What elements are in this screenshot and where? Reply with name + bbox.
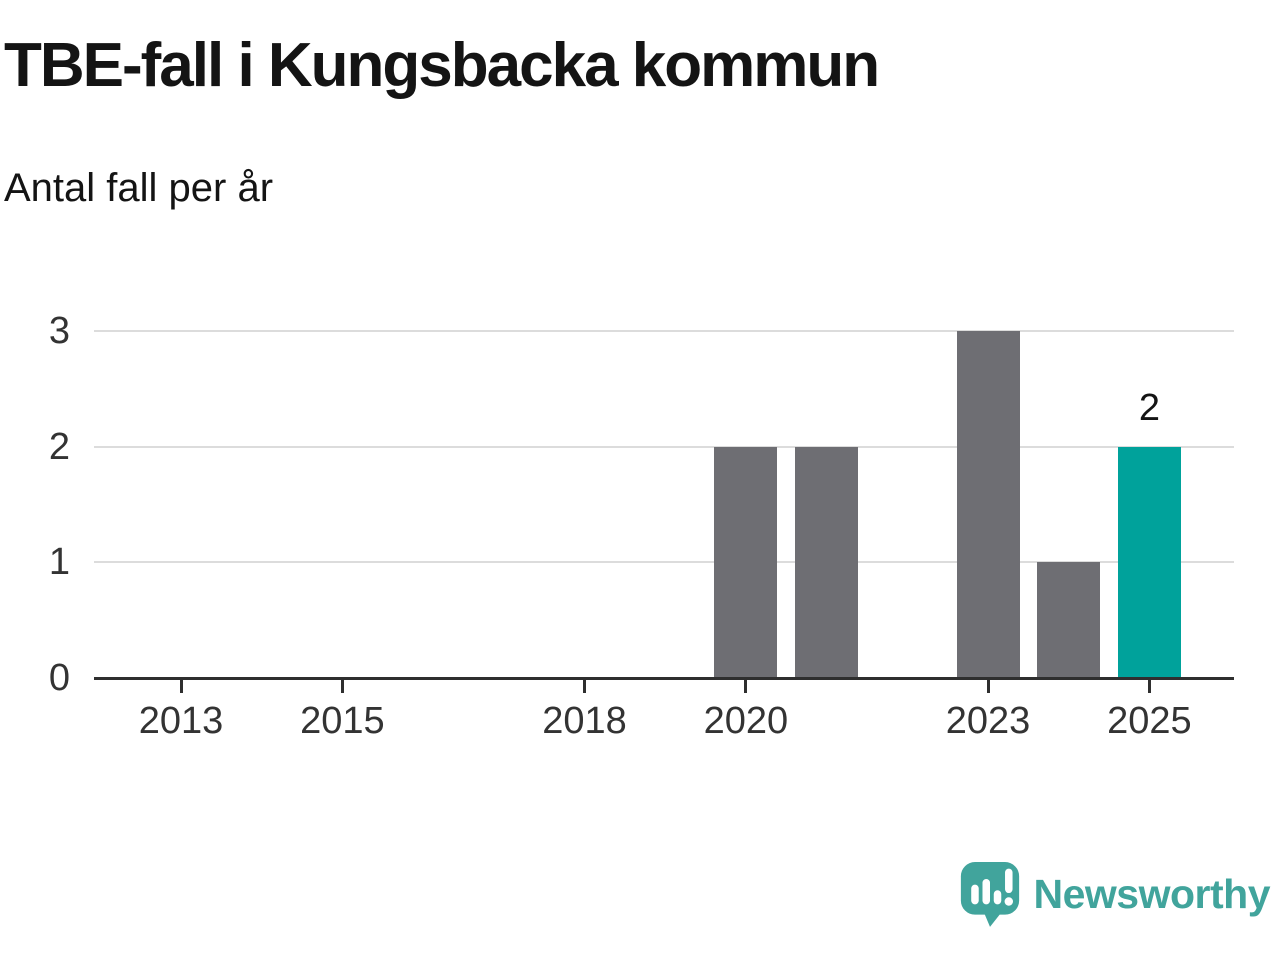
- bar-2021: [795, 446, 859, 678]
- x-axis-label-2015: 2015: [300, 700, 385, 742]
- x-axis-tick-2023: [986, 679, 990, 693]
- x-axis-tick-2018: [583, 679, 586, 693]
- x-axis-tick-2013: [179, 679, 183, 693]
- x-axis-line: [94, 676, 1234, 680]
- chart-subtitle: Antal fall per år: [4, 166, 274, 210]
- y-axis-label-1: 1: [48, 541, 70, 584]
- y-axis-label-2: 2: [48, 425, 70, 468]
- newsworthy-logo-text: Newsworthy: [1033, 870, 1271, 917]
- x-axis-tick-2015: [340, 679, 344, 693]
- bar-2023: [956, 330, 1020, 678]
- chart-title: TBE-fall i Kungsbacka kommun: [4, 31, 880, 100]
- x-axis-tick-2020: [744, 679, 748, 693]
- x-axis-label-2020: 2020: [703, 700, 789, 742]
- x-axis-label-2023: 2023: [945, 700, 1031, 742]
- bar-2024: [1037, 562, 1101, 678]
- x-axis-tick-2025: [1147, 679, 1151, 693]
- newsworthy-logo: Newsworthy: [959, 860, 1271, 928]
- x-axis-label-2025: 2025: [1107, 700, 1192, 742]
- y-axis-label-3: 3: [48, 309, 70, 352]
- bar-2025: [1117, 446, 1181, 678]
- gridline-y-2: [94, 445, 1234, 448]
- x-axis-label-2013: 2013: [138, 700, 224, 742]
- bar-value-label-2025: 2: [1138, 386, 1160, 429]
- newsworthy-logo-icon: [960, 862, 1019, 927]
- y-axis-label-0: 0: [48, 657, 70, 699]
- bar-2020: [714, 446, 778, 678]
- gridline-y-3: [94, 329, 1234, 332]
- gridline-y-1: [94, 561, 1234, 564]
- x-axis-label-2018: 2018: [542, 700, 627, 742]
